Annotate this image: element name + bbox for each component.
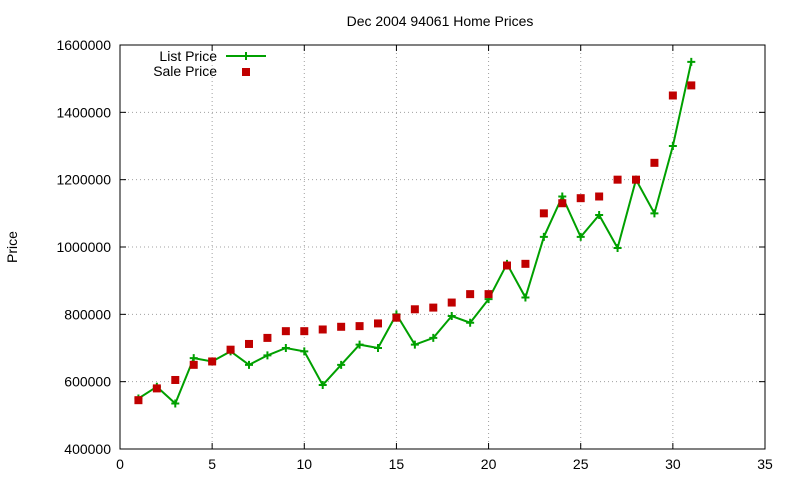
sale-price-point (374, 319, 382, 328)
sale-price-point (355, 322, 364, 331)
list-price-point (281, 344, 290, 352)
list-price-point (189, 354, 198, 363)
sale-price-point (300, 327, 309, 336)
list-price-point (668, 142, 677, 150)
x-tick-label: 10 (296, 456, 312, 472)
sale-price-point (281, 327, 290, 336)
sale-price-point (337, 322, 346, 331)
sale-price-point (539, 209, 548, 218)
sale-price-point (245, 339, 253, 348)
list-price-point (355, 340, 364, 349)
list-price-point (576, 232, 585, 241)
sale-price-point (134, 396, 143, 405)
list-price-point (447, 312, 456, 321)
sale-price-point (503, 261, 511, 270)
sale-price-point (152, 384, 161, 393)
sale-price-point (613, 175, 622, 184)
sale-price-point (521, 259, 530, 268)
x-tick-label: 35 (757, 456, 773, 472)
y-axis-label: Price (4, 231, 20, 263)
sale-price-point (558, 199, 567, 208)
legend-marker-list-price (242, 52, 250, 60)
series-layer (134, 57, 696, 408)
list-price-point (558, 192, 567, 201)
y-tick-label: 400000 (64, 441, 111, 457)
sale-price-point (595, 192, 604, 201)
axis-ticks: 0 5 10 15 20 25 30 35 400000 600000 800000 1000000 1… (56, 37, 773, 472)
x-tick-label: 25 (573, 456, 589, 472)
list-price-point (374, 344, 382, 352)
y-tick-label: 1400000 (56, 104, 111, 120)
sale-price-point (392, 313, 401, 322)
sale-price-point (208, 357, 217, 366)
list-price-point (521, 293, 530, 302)
sale-price-point (226, 345, 235, 354)
list-price-point (318, 381, 327, 390)
list-price-point (337, 360, 346, 369)
list-price-point (466, 318, 475, 327)
x-tick-label: 30 (665, 456, 681, 472)
sale-price-point (263, 333, 272, 342)
legend-label-list-price: List Price (159, 48, 217, 64)
sale-price-point (447, 298, 456, 307)
list-price-point (650, 209, 659, 218)
sale-price-point (189, 360, 198, 369)
list-price-point (539, 232, 548, 241)
sale-price-point (171, 375, 180, 384)
sale-price-point (318, 325, 327, 334)
sale-price-point (484, 290, 493, 299)
sale-price-point (429, 303, 438, 312)
list-price-point (171, 399, 180, 408)
list-price-point (263, 351, 272, 360)
y-tick-label: 800000 (64, 306, 111, 322)
y-tick-label: 600000 (64, 374, 111, 390)
list-price-point (595, 211, 604, 220)
sale-price-point (576, 194, 585, 203)
list-price-point (300, 347, 309, 356)
sale-price-point (687, 81, 696, 90)
list-price-point (687, 57, 696, 66)
y-tick-label: 1600000 (56, 37, 111, 53)
sale-price-point (632, 175, 640, 184)
list-price-point (429, 333, 438, 342)
sale-price-point (668, 91, 677, 100)
sale-price-point (410, 305, 419, 314)
x-tick-label: 0 (116, 456, 124, 472)
grid (120, 45, 765, 449)
legend-marker-sale-price (242, 68, 250, 76)
x-tick-label: 15 (389, 456, 405, 472)
y-tick-label: 1000000 (56, 239, 111, 255)
x-tick-label: 20 (481, 456, 497, 472)
list-price-point (613, 244, 622, 253)
chart-title: Dec 2004 94061 Home Prices (347, 13, 534, 29)
legend-label-sale-price: Sale Price (153, 63, 217, 79)
sale-price-point (466, 290, 475, 299)
x-tick-label: 5 (208, 456, 216, 472)
list-price-point (410, 340, 419, 349)
sale-price-point (650, 158, 659, 167)
list-price-point (245, 360, 253, 369)
y-tick-label: 1200000 (56, 172, 111, 188)
